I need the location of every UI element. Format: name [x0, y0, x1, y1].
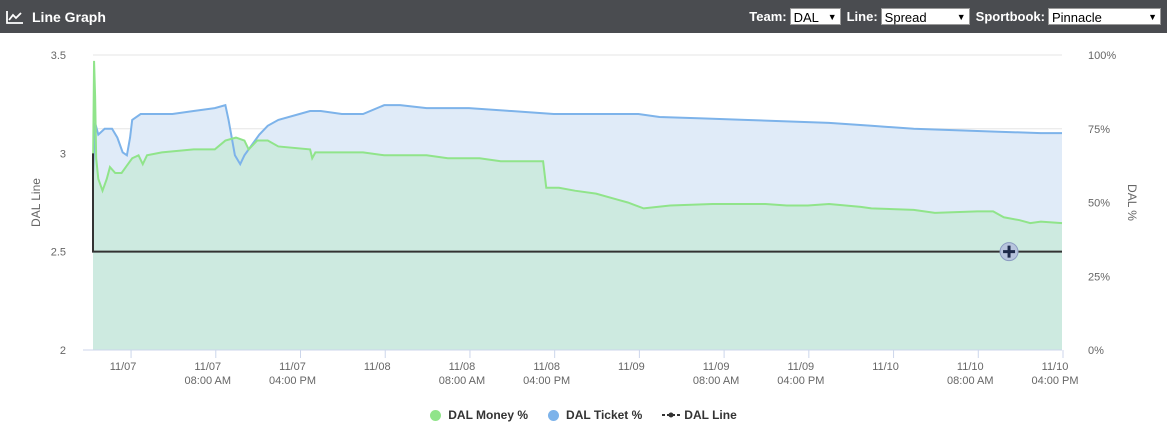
header-bar: Line Graph Team: DAL ▼ Line: Spread ▼ Sp… [0, 0, 1167, 33]
x-axis-tick-label: 11/07 [279, 361, 306, 373]
legend-line-label: DAL Line [684, 408, 737, 422]
legend-ticket-marker-icon [548, 409, 560, 421]
page-title: Line Graph [32, 8, 106, 25]
x-axis-tick-label: 11/10 [1042, 361, 1069, 373]
right-axis-tick-label: 25% [1088, 271, 1110, 283]
sportsbook-select[interactable]: Pinnacle ▼ [1048, 8, 1161, 25]
sportsbook-select-value: Pinnacle [1052, 10, 1102, 25]
x-axis-tick-label: 11/09 [618, 361, 645, 373]
right-axis-title: DAL % [1125, 184, 1139, 221]
left-axis-tick-label: 3 [60, 148, 66, 160]
x-axis-tick-label: 11/08 [533, 361, 560, 373]
line-select-value: Spread [884, 10, 927, 25]
x-axis-tick-label: 11/09 [787, 361, 814, 373]
left-axis-tick-label: 2.5 [51, 247, 66, 259]
dropdown-arrow-icon: ▼ [827, 12, 837, 22]
x-axis-tick-label-time: 04:00 PM [269, 375, 316, 387]
sportsbook-label: Sportbook: [975, 9, 1045, 24]
dropdown-arrow-icon: ▼ [956, 12, 966, 22]
right-axis-tick-label: 50% [1088, 198, 1110, 210]
series-line-money [92, 60, 1063, 225]
x-axis-tick-label: 11/10 [872, 361, 899, 373]
legend-line-marker-icon [662, 412, 681, 418]
legend-money-marker-icon [430, 409, 442, 421]
right-axis-tick-label: 100% [1088, 50, 1116, 62]
left-axis-tick-label: 3.5 [51, 50, 66, 62]
legend-item-ticket[interactable]: DAL Ticket % [548, 408, 642, 422]
crosshair-icon [1003, 245, 1016, 258]
legend-ticket-label: DAL Ticket % [566, 408, 643, 422]
chart-title: Line Graph [6, 0, 106, 33]
series-line-ticket [92, 103, 1062, 176]
right-axis-tick-label: 75% [1088, 124, 1110, 136]
left-axis-tick-label: 2 [60, 345, 66, 357]
legend-item-line[interactable]: DAL Line [662, 408, 737, 422]
line-label: Line: [846, 9, 878, 24]
x-axis-tick-label: 11/07 [194, 361, 221, 373]
dropdown-arrow-icon: ▼ [1148, 12, 1157, 22]
money-area-fill [93, 60, 1062, 351]
team-select[interactable]: DAL ▼ [789, 8, 841, 25]
right-axis-tick-label: 0% [1088, 345, 1104, 357]
chart-legend: DAL Money % DAL Ticket % DAL Line [0, 404, 1167, 426]
team-label: Team: [749, 9, 787, 24]
x-axis-tick-label-time: 08:00 AM [439, 375, 485, 387]
x-axis-tick-label: 11/09 [703, 361, 730, 373]
x-axis-tick-label-time: 08:00 AM [185, 375, 231, 387]
x-axis-tick-label-time: 08:00 AM [947, 375, 993, 387]
x-axis-tick-label: 11/08 [449, 361, 476, 373]
x-axis-tick-label: 11/07 [110, 361, 137, 373]
x-axis-tick-label: 11/08 [364, 361, 391, 373]
line-chart: 2 2.5 3 3.5 0% 25% 50% 75% 100% DAL Line DAL % 11/0… [29, 50, 1139, 387]
left-axis-title: DAL Line [29, 178, 43, 227]
x-axis-tick-label: 11/10 [957, 361, 984, 373]
x-axis-tick-label-time: 08:00 AM [693, 375, 739, 387]
line-chart-icon [6, 10, 23, 24]
line-select[interactable]: Spread ▼ [880, 8, 970, 25]
x-axis-tick-label-time: 04:00 PM [1031, 375, 1078, 387]
chart-controls: Team: DAL ▼ Line: Spread ▼ Sportbook: Pi… [743, 0, 1161, 33]
x-axis-tick-label-time: 04:00 PM [777, 375, 824, 387]
legend-money-label: DAL Money % [448, 408, 529, 422]
legend-item-money[interactable]: DAL Money % [430, 408, 528, 422]
series-line-dal-line [92, 153, 1062, 253]
team-select-value: DAL [793, 10, 819, 25]
x-axis-tick-label-time: 04:00 PM [523, 375, 570, 387]
